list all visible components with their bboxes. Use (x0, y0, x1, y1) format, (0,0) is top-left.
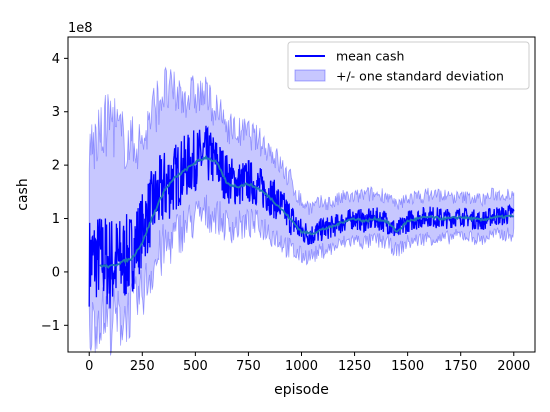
y-tick-label: 4 (52, 52, 60, 67)
x-tick-label: 1000 (285, 359, 318, 374)
x-tick-label: 1750 (444, 359, 477, 374)
legend-box (287, 41, 530, 90)
trend-line (99, 154, 515, 269)
x-tick-label: 250 (130, 359, 155, 374)
y-tick-label: 3 (52, 105, 60, 120)
x-tick-label: 1500 (391, 359, 424, 374)
legend-std-band-label: +/- one standard deviation (336, 69, 504, 84)
x-axis-label: episode (274, 382, 329, 398)
y-tick-label: 2 (52, 159, 60, 174)
x-axis-ticks: 0 250 500 750 1000 1250 1500 1750 2000 (85, 352, 530, 374)
std-band-layer (88, 66, 515, 356)
y-axis-label: cash (15, 178, 31, 210)
legend-mean-cash-label: mean cash (336, 49, 404, 64)
y-tick-label: 0 (52, 265, 60, 280)
series-line-layer (88, 125, 515, 309)
y-scale-label: 1e8 (68, 21, 93, 36)
y-axis-ticks: −1 0 1 2 3 4 (41, 52, 68, 334)
y-tick-label: 1 (52, 212, 60, 227)
legend-std-band-swatch (294, 69, 326, 82)
y-tick-label: −1 (41, 319, 60, 334)
legend: mean cash +/- one standard deviation (287, 41, 530, 90)
mean-cash-line (88, 125, 515, 309)
x-tick-label: 1250 (338, 359, 371, 374)
x-tick-label: 2000 (497, 359, 530, 374)
x-tick-label: 0 (85, 359, 93, 374)
x-tick-label: 500 (183, 359, 208, 374)
x-tick-label: 750 (236, 359, 261, 374)
std-band-area (88, 66, 515, 356)
